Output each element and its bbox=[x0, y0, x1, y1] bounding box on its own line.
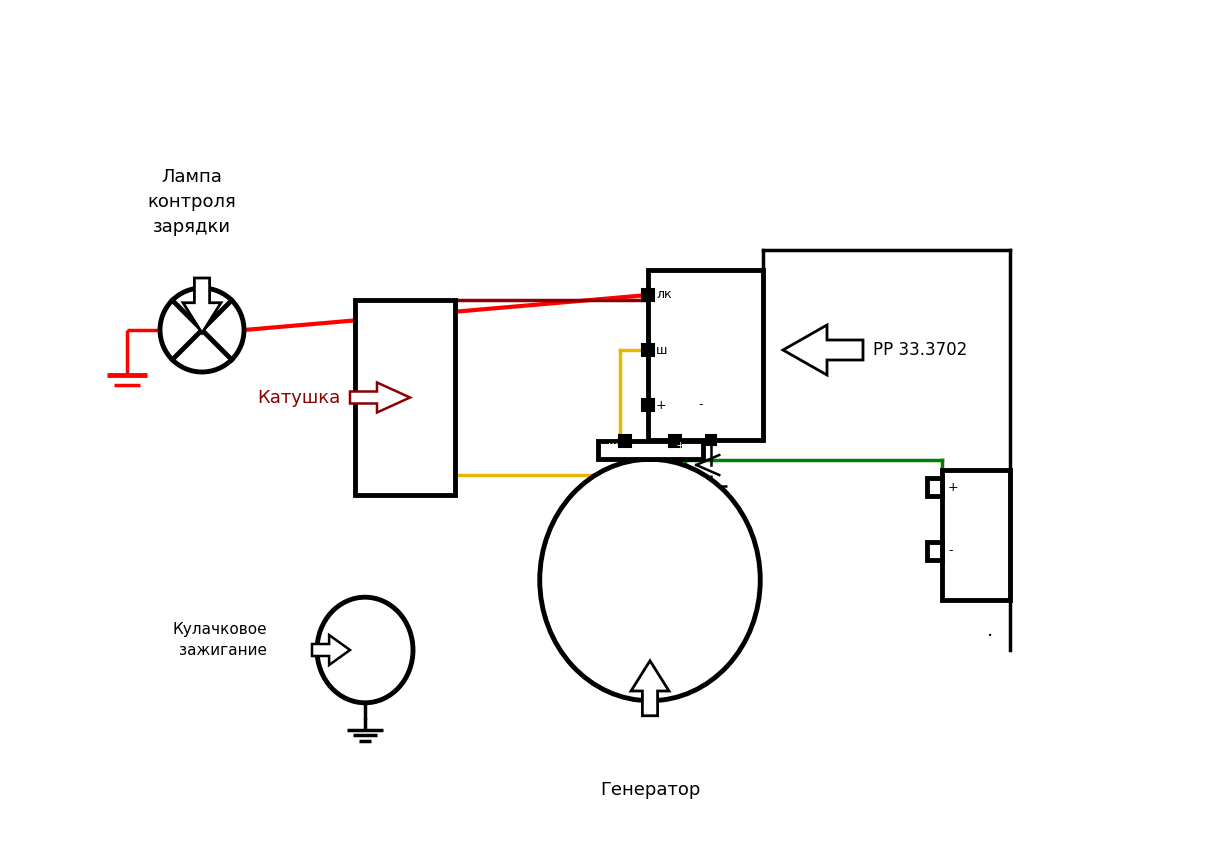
Polygon shape bbox=[313, 635, 350, 665]
Text: Кулачковое
зажигание: Кулачковое зажигание bbox=[172, 622, 267, 658]
Bar bbox=[648, 270, 763, 440]
Bar bbox=[941, 470, 1010, 600]
Text: ш: ш bbox=[656, 343, 668, 356]
Bar bbox=[669, 435, 681, 447]
Text: ш: ш bbox=[608, 441, 618, 452]
Text: Катушка: Катушка bbox=[256, 388, 339, 407]
Polygon shape bbox=[631, 661, 669, 715]
Circle shape bbox=[160, 288, 244, 372]
Polygon shape bbox=[783, 325, 863, 375]
Text: +: + bbox=[947, 480, 958, 494]
Text: -: - bbox=[947, 544, 952, 557]
Bar bbox=[927, 478, 941, 496]
Text: РР 33.3702: РР 33.3702 bbox=[873, 341, 967, 359]
Ellipse shape bbox=[317, 597, 413, 702]
Bar bbox=[642, 399, 654, 411]
Text: лк: лк bbox=[656, 289, 672, 302]
Bar bbox=[597, 441, 702, 459]
Text: Генератор: Генератор bbox=[600, 781, 700, 798]
Text: Лампа
контроля
зарядки: Лампа контроля зарядки bbox=[148, 168, 237, 236]
Bar bbox=[619, 435, 631, 447]
Text: .: . bbox=[987, 620, 993, 639]
Bar bbox=[706, 435, 717, 445]
Text: -: - bbox=[698, 399, 702, 412]
Ellipse shape bbox=[540, 459, 761, 701]
Polygon shape bbox=[350, 382, 410, 413]
Bar bbox=[927, 541, 941, 560]
Polygon shape bbox=[183, 278, 221, 333]
Text: +: + bbox=[675, 441, 685, 452]
Bar bbox=[642, 289, 654, 301]
Bar bbox=[355, 300, 455, 495]
Text: +: + bbox=[656, 399, 667, 412]
Bar bbox=[642, 344, 654, 356]
